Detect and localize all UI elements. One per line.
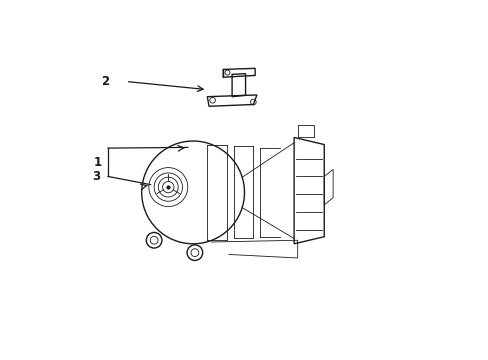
Text: 1: 1 <box>93 156 102 169</box>
Text: 3: 3 <box>92 170 101 183</box>
Text: 2: 2 <box>102 75 109 88</box>
